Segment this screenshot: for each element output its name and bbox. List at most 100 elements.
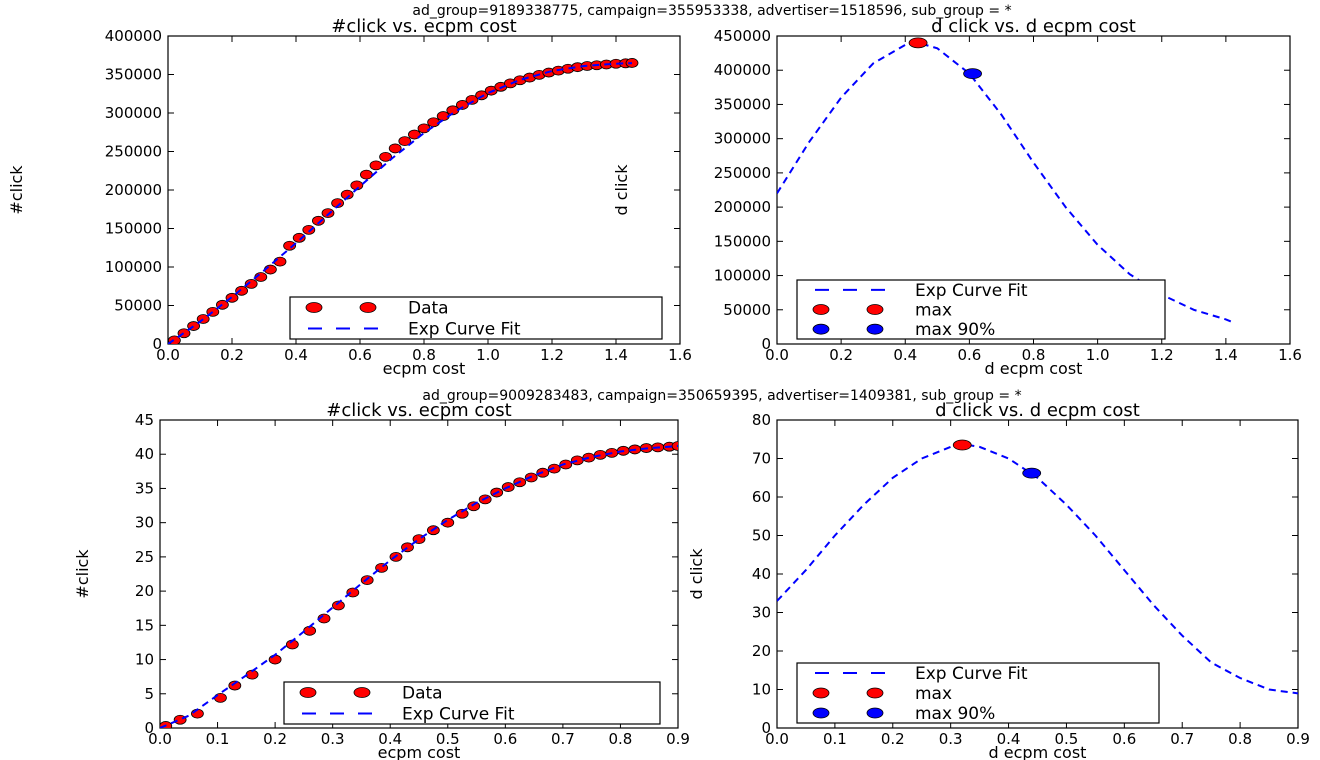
legend-label: Data <box>408 299 449 319</box>
plot-area <box>777 439 1298 695</box>
data-point <box>582 452 596 463</box>
chart-title: d click vs. d ecpm cost <box>935 400 1140 421</box>
y-tick-label: 150000 <box>105 220 162 238</box>
x-tick-label: 1.2 <box>540 346 564 364</box>
x-tick-label: 0.9 <box>1286 730 1310 748</box>
x-tick-label: 1.0 <box>476 346 500 364</box>
legend-marker-swatch <box>305 302 323 313</box>
y-tick-label: 5 <box>144 685 154 703</box>
data-point <box>379 151 393 162</box>
x-tick-label: 0.3 <box>939 730 963 748</box>
y-tick-label: 350000 <box>714 95 771 113</box>
legend-label: max 90% <box>915 320 995 340</box>
y-tick-label: 50000 <box>114 297 162 315</box>
y-tick-label: 0 <box>761 719 771 737</box>
y-tick-label: 45 <box>135 411 154 429</box>
max-90-marker <box>1022 467 1042 479</box>
data-point <box>331 198 345 208</box>
y-tick-label: 15 <box>135 616 154 634</box>
plot-area <box>168 58 639 344</box>
legend-marker-swatch <box>812 323 830 335</box>
max-90-marker <box>963 68 982 80</box>
legend-label: max <box>915 684 952 704</box>
x-tick-label: 0.6 <box>348 346 372 364</box>
chart-panel-4: d click vs. d ecpm cost 0.0 0.1 0.2 0.3 0.4 0.… <box>687 400 1310 760</box>
legend-box <box>796 279 1166 340</box>
legend-label: max 90% <box>915 704 995 724</box>
x-tick-label: 1.0 <box>1086 346 1110 364</box>
x-tick-label: 0.2 <box>263 730 287 748</box>
x-tick-label: 0.3 <box>321 730 345 748</box>
y-tick-label: 200000 <box>714 198 771 216</box>
exp-curve-fit-line <box>168 62 633 344</box>
x-tick-label: 0.2 <box>220 346 244 364</box>
exp-curve-fit-line <box>160 445 678 728</box>
x-tick-label: 0.1 <box>823 730 847 748</box>
y-tick-label: 0 <box>144 719 154 737</box>
x-tick-label: 0.0 <box>148 730 172 748</box>
y-tick-label: 100000 <box>714 267 771 285</box>
legend-marker-swatch <box>866 304 884 315</box>
legend-marker-swatch <box>812 687 830 699</box>
chart-panels: #click vs. ecpm cost 0.0 0.2 0.4 0.6 0.8 1.0 1.… <box>7 16 1310 760</box>
data-point <box>671 441 678 451</box>
y-tick-label: 400000 <box>105 27 162 45</box>
data-point <box>441 517 455 528</box>
y-tick-label: 30 <box>752 604 771 622</box>
y-tick-label: 60 <box>752 488 771 506</box>
x-tick-label: 0.4 <box>997 730 1021 748</box>
x-tick-label: 0.6 <box>1112 730 1136 748</box>
legend-label: Exp Curve Fit <box>402 705 515 725</box>
legend-marker-swatch <box>812 304 830 315</box>
data-point <box>283 240 297 251</box>
x-axis-label: d ecpm cost <box>985 359 1083 378</box>
y-tick-label: 200000 <box>105 181 162 199</box>
y-tick-label: 0 <box>152 335 162 353</box>
data-point <box>467 501 481 512</box>
x-tick-label: 0.4 <box>284 346 308 364</box>
legend-label: Data <box>402 684 443 704</box>
y-tick-label: 300000 <box>714 130 771 148</box>
x-tick-label: 0.6 <box>957 346 981 364</box>
legend-box <box>283 681 661 725</box>
data-point <box>407 129 421 140</box>
chart-title: #click vs. ecpm cost <box>326 400 512 421</box>
y-axis-label: #click <box>73 549 92 599</box>
data-point <box>332 600 345 611</box>
legend-label: max <box>915 301 952 321</box>
plot-area <box>160 441 678 728</box>
x-tick-label: 0.9 <box>666 730 690 748</box>
plot-area <box>777 37 1233 324</box>
legend-marker-swatch <box>866 323 884 335</box>
group-title-top: ad_group=9189338775, campaign=355953338,… <box>412 3 1011 19</box>
x-tick-label: 0.8 <box>1228 730 1252 748</box>
y-tick-label: 40 <box>752 565 771 583</box>
x-tick-label: 0.8 <box>1022 346 1046 364</box>
data-point <box>455 508 469 519</box>
y-tick-label: 300000 <box>105 104 162 122</box>
x-tick-label: 0.8 <box>609 730 633 748</box>
data-point <box>570 455 584 466</box>
x-tick-label: 1.4 <box>1214 346 1238 364</box>
y-tick-label: 150000 <box>714 232 771 250</box>
y-tick-label: 50 <box>752 527 771 545</box>
data-point <box>427 117 441 128</box>
data-point <box>465 95 479 105</box>
legend-marker-swatch <box>299 687 317 698</box>
legend-marker-swatch <box>866 707 884 719</box>
x-axis-label: d ecpm cost <box>989 743 1087 760</box>
x-tick-label: 0.8 <box>412 346 436 364</box>
data-point <box>268 654 282 665</box>
x-axis-label: ecpm cost <box>378 743 461 760</box>
y-axis-label: #click <box>7 165 26 215</box>
data-point <box>235 285 249 296</box>
exp-curve-fit-line <box>777 443 1298 695</box>
chart-title: #click vs. ecpm cost <box>331 16 517 37</box>
data-point <box>369 160 383 171</box>
data-point <box>244 278 258 289</box>
data-point <box>214 692 227 703</box>
y-tick-label: 80 <box>752 411 771 429</box>
data-point <box>398 136 412 147</box>
y-tick-label: 70 <box>752 450 771 468</box>
